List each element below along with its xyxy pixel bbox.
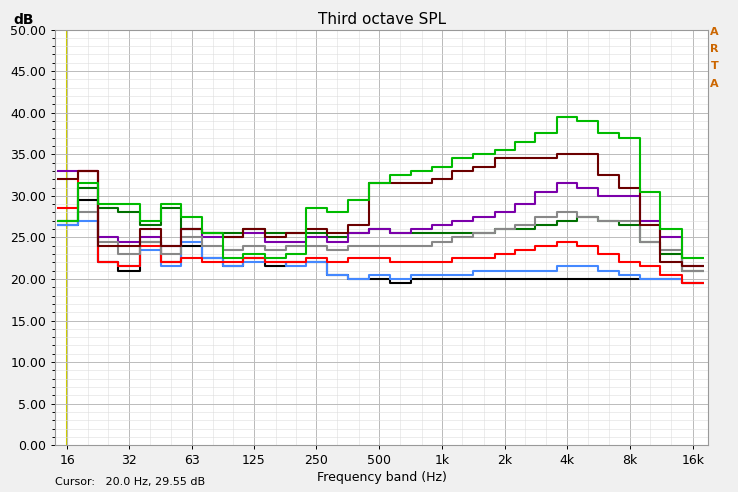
Text: A: A bbox=[710, 27, 719, 37]
Text: A: A bbox=[710, 79, 719, 89]
Title: Third octave SPL: Third octave SPL bbox=[318, 12, 446, 27]
Text: T: T bbox=[711, 62, 718, 71]
Text: Cursor:   20.0 Hz, 29.55 dB: Cursor: 20.0 Hz, 29.55 dB bbox=[55, 477, 205, 487]
Text: dB: dB bbox=[13, 13, 33, 28]
X-axis label: Frequency band (Hz): Frequency band (Hz) bbox=[317, 471, 446, 485]
Text: R: R bbox=[710, 44, 719, 54]
